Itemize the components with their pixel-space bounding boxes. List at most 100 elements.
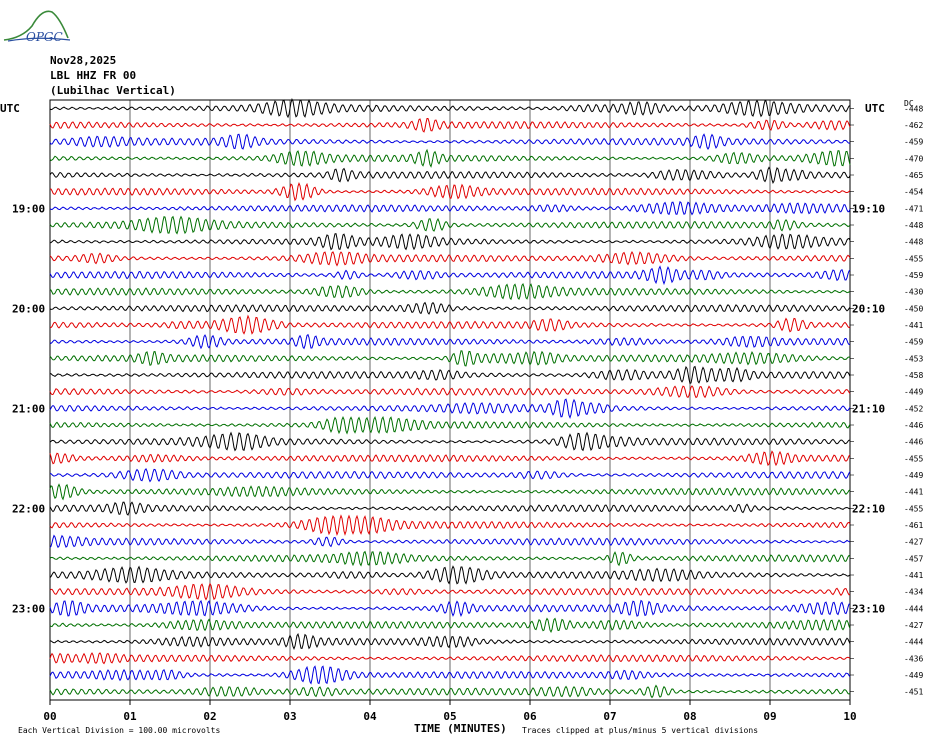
scale-note: Each Vertical Division = 100.00 microvol…	[18, 726, 220, 735]
dc-offset-value: -441	[904, 571, 923, 580]
x-tick-label: 01	[123, 710, 137, 723]
x-tick-label: 10	[843, 710, 856, 723]
dc-offset-value: -444	[904, 638, 923, 647]
dc-offset-value: -454	[904, 188, 923, 197]
dc-offset-value: -471	[904, 204, 923, 213]
dc-offset-value: -462	[904, 121, 923, 130]
dc-offset-value: -441	[904, 488, 923, 497]
time-label-right: 22:10	[852, 502, 885, 515]
x-tick-label: 00	[43, 710, 56, 723]
time-label-right: 23:10	[852, 602, 885, 615]
dc-offset-value: -449	[904, 471, 923, 480]
seismic-trace-row	[49, 233, 851, 251]
dc-offset-value: -457	[904, 554, 923, 563]
seismic-trace-row	[49, 215, 851, 235]
x-axis-title: TIME (MINUTES)	[414, 722, 507, 735]
seismic-trace-row	[49, 632, 851, 651]
seismic-trace-row	[49, 565, 851, 585]
dc-offset-value: -453	[904, 354, 923, 363]
time-label-left: 22:00	[12, 502, 45, 515]
dc-offset-value: -450	[904, 304, 923, 313]
seismic-trace-row	[49, 416, 851, 435]
dc-offset-value: -455	[904, 254, 923, 263]
seismic-trace-row	[49, 398, 851, 419]
seismic-trace-row	[49, 133, 851, 151]
time-label-left: 20:00	[12, 302, 45, 315]
station-location: (Lubilhac Vertical)	[50, 84, 176, 97]
dc-offset-value: -465	[904, 171, 923, 180]
seismic-trace-row	[49, 385, 851, 399]
dc-offset-value: -430	[904, 288, 923, 297]
time-label-right: 21:10	[852, 402, 885, 415]
seismic-trace-row	[49, 166, 851, 185]
seismic-trace-row	[49, 652, 851, 665]
x-tick-label: 09	[763, 710, 776, 723]
seismic-trace-row	[49, 514, 851, 536]
seismic-trace-row	[49, 117, 851, 133]
dc-offset-value: -441	[904, 321, 923, 330]
utc-label-left: UTC	[0, 102, 20, 115]
dc-offset-value: -459	[904, 271, 923, 280]
time-label-left: 23:00	[12, 602, 45, 615]
dc-offset-value: -448	[904, 104, 923, 113]
dc-offset-value: -449	[904, 671, 923, 680]
x-tick-label: 08	[683, 710, 696, 723]
seismic-trace-row	[49, 599, 851, 617]
dc-offset-value: -448	[904, 238, 923, 247]
dc-offset-value: -436	[904, 654, 923, 663]
clip-note: Traces clipped at plus/minus 5 vertical …	[522, 726, 758, 735]
dc-offset-value: -455	[904, 504, 923, 513]
seismic-trace-row	[49, 550, 851, 567]
record-date: Nov28,2025	[50, 54, 117, 67]
seismic-trace-row	[49, 534, 851, 549]
seismic-trace-row	[49, 250, 851, 267]
seismic-trace-row	[49, 283, 851, 301]
seismic-trace-row	[49, 314, 851, 335]
dc-offset-value: -470	[904, 154, 923, 163]
seismic-trace-row	[49, 582, 851, 601]
dc-offset-value: -451	[904, 688, 923, 697]
seismic-trace-row	[49, 333, 851, 350]
seismic-trace-row	[49, 431, 851, 452]
seismic-trace-row	[49, 265, 851, 286]
seismic-trace-row	[49, 450, 851, 467]
logo-text: OPGC	[26, 30, 63, 44]
dc-offset-value: -446	[904, 438, 923, 447]
seismic-trace-row	[49, 98, 851, 119]
dc-offset-value: -461	[904, 521, 923, 530]
x-tick-label: 07	[603, 710, 616, 723]
dc-offset-value: -434	[904, 588, 923, 597]
dc-offset-value: -458	[904, 371, 923, 380]
time-label-left: 19:00	[12, 202, 45, 215]
dc-offset-value: -446	[904, 421, 923, 430]
seismic-trace-row	[49, 684, 851, 699]
x-tick-label: 02	[203, 710, 216, 723]
opgc-logo: OPGC	[2, 4, 74, 48]
dc-offset-value: -448	[904, 221, 923, 230]
seismic-trace-row	[49, 365, 851, 385]
x-tick-label: 06	[523, 710, 537, 723]
seismic-trace-row	[49, 617, 851, 633]
dc-offset-value: -427	[904, 621, 923, 630]
station-code: LBL HHZ FR 00	[50, 69, 137, 82]
seismic-trace-row	[49, 468, 851, 483]
time-label-left: 21:00	[12, 402, 45, 415]
dc-offset-value: -455	[904, 454, 923, 463]
dc-offset-value: -449	[904, 388, 923, 397]
dc-label: DC	[904, 99, 914, 108]
seismic-trace-row	[49, 182, 851, 202]
dc-offset-value: -444	[904, 604, 923, 613]
seismic-trace-row	[49, 301, 851, 315]
seismic-trace-row	[49, 483, 851, 501]
seismic-trace-row	[49, 350, 851, 367]
x-tick-label: 05	[443, 710, 456, 723]
dc-offset-value: -427	[904, 538, 923, 547]
time-label-right: 19:10	[852, 202, 885, 215]
seismic-trace-row	[49, 501, 851, 516]
dc-offset-value: -452	[904, 404, 923, 413]
seismic-trace-row	[49, 201, 851, 216]
seismic-trace-row	[49, 148, 851, 168]
dc-offset-value: -459	[904, 138, 923, 147]
seismic-trace-row	[49, 665, 851, 685]
